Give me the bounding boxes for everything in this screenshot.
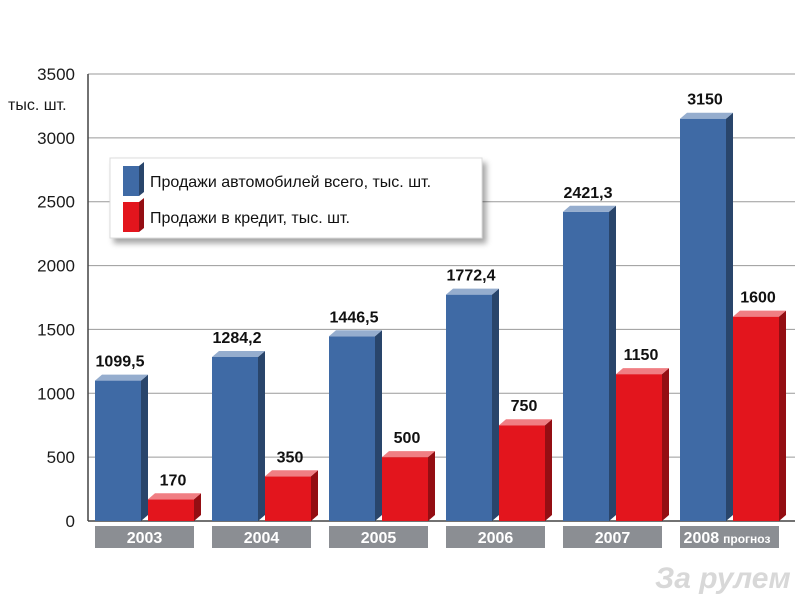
bar-side bbox=[141, 374, 148, 521]
bar-front bbox=[148, 499, 194, 521]
category-label: 2004 bbox=[244, 530, 280, 547]
y-tick-label: 1500 bbox=[37, 320, 75, 339]
bar-side bbox=[662, 368, 669, 521]
bar-credit-sales bbox=[148, 493, 201, 521]
legend-swatch-side bbox=[139, 198, 144, 232]
bar-credit-sales bbox=[265, 470, 318, 521]
bar-front bbox=[680, 118, 726, 521]
bar-top bbox=[733, 310, 786, 317]
y-tick-label: 2500 bbox=[37, 193, 75, 212]
bar-side bbox=[726, 112, 733, 521]
category-box bbox=[563, 526, 662, 548]
x-axis-categories: 2003 2004 2005 2006 2007 2008 прогноз bbox=[95, 526, 779, 548]
legend: Продажи автомобилей всего, тыс. шт. Прода… bbox=[109, 157, 483, 239]
category-box bbox=[212, 526, 311, 548]
category-box bbox=[329, 526, 428, 548]
category-box bbox=[95, 526, 194, 548]
bar-credit-sales bbox=[616, 368, 669, 521]
bars: 1099,5 170 1284,2 350 1446,5 500 1772,4 750 2421… bbox=[95, 92, 786, 522]
bar-side bbox=[375, 330, 382, 521]
bar-top bbox=[499, 419, 552, 426]
data-label: 1772,4 bbox=[447, 268, 496, 285]
watermark: За рулем bbox=[655, 562, 791, 595]
y-tick-label: 500 bbox=[47, 448, 75, 467]
category-label: 2006 bbox=[478, 530, 514, 547]
legend-swatch-side bbox=[139, 162, 144, 196]
y-tick-label: 2000 bbox=[37, 257, 75, 276]
bar-total-sales bbox=[95, 374, 148, 521]
data-label: 2421,3 bbox=[564, 185, 613, 202]
data-label: 1446,5 bbox=[330, 309, 379, 326]
bar-total-sales bbox=[212, 350, 265, 521]
bar-top bbox=[446, 288, 499, 295]
bar-front bbox=[499, 425, 545, 521]
bar-side bbox=[779, 310, 786, 521]
bar-top bbox=[95, 374, 148, 381]
legend-swatch bbox=[123, 166, 139, 196]
bar-front bbox=[733, 316, 779, 521]
data-label: 1099,5 bbox=[96, 354, 145, 371]
bar-credit-sales bbox=[733, 310, 786, 521]
bar-front bbox=[382, 457, 428, 521]
y-axis-label: тыс. шт. bbox=[8, 97, 67, 114]
bar-credit-sales bbox=[499, 419, 552, 521]
bar-top bbox=[563, 205, 616, 212]
data-label: 1600 bbox=[740, 290, 776, 307]
data-label: 750 bbox=[511, 398, 538, 415]
bar-side bbox=[311, 470, 318, 521]
bar-top bbox=[382, 451, 435, 458]
bar-side bbox=[194, 493, 201, 521]
bar-total-sales bbox=[446, 288, 499, 521]
bar-front bbox=[329, 336, 375, 521]
bar-top bbox=[265, 470, 318, 477]
category-label: 2005 bbox=[361, 530, 397, 547]
bar-side bbox=[258, 350, 265, 521]
y-axis: 0 500 1000 1500 2000 2500 3000 3500 bbox=[37, 65, 89, 531]
bar-top bbox=[616, 368, 669, 375]
watermark-logo: За рулем bbox=[655, 562, 791, 595]
bar-front bbox=[446, 294, 492, 521]
data-label: 170 bbox=[160, 472, 187, 489]
bar-side bbox=[428, 451, 435, 521]
bar-credit-sales bbox=[382, 451, 435, 521]
y-tick-label: 3000 bbox=[37, 129, 75, 148]
category-box bbox=[446, 526, 545, 548]
bar-side bbox=[609, 205, 616, 522]
legend-label: Продажи в кредит, тыс. шт. bbox=[150, 210, 350, 227]
category-label: 2008 прогноз bbox=[684, 530, 771, 547]
bar-front bbox=[95, 380, 141, 521]
bar-total-sales bbox=[680, 112, 733, 521]
y-tick-label: 1000 bbox=[37, 384, 75, 403]
data-label: 1150 bbox=[624, 347, 659, 364]
bar-top bbox=[680, 112, 733, 119]
data-label: 1284,2 bbox=[213, 330, 262, 347]
bar-side bbox=[545, 419, 552, 521]
bar-top bbox=[212, 350, 265, 357]
legend-label: Продажи автомобилей всего, тыс. шт. bbox=[150, 174, 431, 191]
bar-total-sales bbox=[563, 205, 616, 522]
y-tick-label: 0 bbox=[66, 512, 75, 531]
data-label: 350 bbox=[277, 449, 304, 466]
bar-top bbox=[329, 330, 382, 337]
category-label: 2007 bbox=[595, 530, 631, 547]
category-box bbox=[680, 526, 779, 548]
category-label: 2003 bbox=[127, 530, 163, 547]
legend-item: Продажи в кредит, тыс. шт. bbox=[123, 198, 350, 232]
bar-front bbox=[212, 356, 258, 521]
bar-total-sales bbox=[329, 330, 382, 521]
bar-top bbox=[148, 493, 201, 500]
legend-item: Продажи автомобилей всего, тыс. шт. bbox=[123, 162, 431, 196]
bar-front bbox=[265, 476, 311, 521]
bar-front bbox=[563, 211, 609, 522]
data-label: 3150 bbox=[687, 92, 723, 109]
bar-front bbox=[616, 374, 662, 521]
data-label: 500 bbox=[394, 430, 421, 447]
bar-side bbox=[492, 288, 499, 521]
y-tick-label: 3500 bbox=[37, 65, 75, 84]
legend-swatch bbox=[123, 202, 139, 232]
legend-box bbox=[109, 157, 483, 239]
